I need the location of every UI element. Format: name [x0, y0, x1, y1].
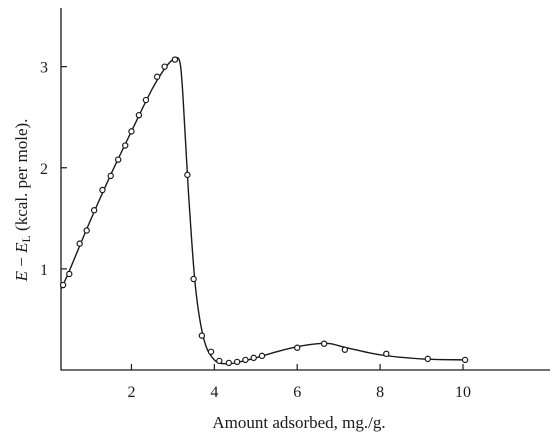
data-point: [250, 354, 257, 362]
data-point: [66, 270, 73, 278]
axis-frame: [60, 8, 550, 371]
y-axis-title-units: (kcal. per mole).: [12, 119, 31, 236]
y-tick-label: 1: [40, 262, 48, 279]
data-point: [225, 359, 233, 367]
data-point: [233, 358, 241, 366]
data-point: [142, 96, 150, 104]
ticks: [61, 66, 464, 370]
x-axis-title: Amount adsorbed, mg./g.: [212, 413, 385, 432]
data-point: [107, 172, 114, 180]
data-point: [294, 344, 301, 351]
y-axis-title-e1: E: [12, 270, 31, 282]
x-tick-label: 2: [127, 384, 135, 401]
data-point: [153, 73, 161, 80]
data-point: [76, 240, 83, 247]
data-point: [383, 350, 390, 358]
x-tick-label: 4: [210, 384, 218, 401]
data-point: [320, 340, 328, 347]
data-point: [258, 352, 266, 360]
data-point: [341, 346, 349, 353]
y-tick-label: 3: [40, 60, 48, 77]
data-point: [83, 227, 90, 234]
data-point: [90, 207, 98, 214]
data-point: [190, 275, 197, 283]
data-point: [207, 348, 215, 355]
axes: [60, 8, 550, 371]
data-point: [242, 356, 249, 364]
y-axis-title-minus: −: [12, 253, 31, 271]
x-tick-label: 10: [455, 384, 471, 401]
data-point: [114, 156, 122, 163]
fitted-curve: [60, 56, 466, 365]
data-point: [424, 355, 431, 363]
data-point: [99, 186, 106, 194]
x-tick-label: 6: [293, 384, 301, 401]
data-markers: [59, 56, 469, 367]
data-point: [161, 63, 168, 70]
x-tick-label: 8: [376, 384, 384, 401]
data-point: [59, 281, 67, 289]
y-axis-title: E − EL (kcal. per mole).: [12, 119, 33, 283]
data-point: [128, 128, 135, 135]
data-point: [135, 111, 143, 119]
data-point: [216, 357, 223, 365]
data-point: [461, 356, 469, 364]
y-axis-title-e2: E: [12, 242, 31, 254]
data-point: [122, 142, 129, 149]
y-tick-label: 2: [40, 161, 48, 178]
data-point: [184, 171, 191, 179]
data-point: [198, 332, 206, 339]
y-axis-title-subscript: L: [19, 235, 33, 242]
data-point: [171, 56, 179, 63]
